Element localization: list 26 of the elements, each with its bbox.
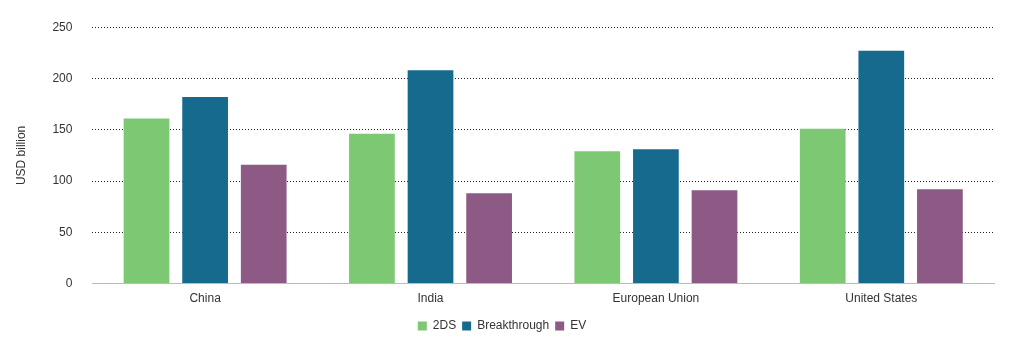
x-tick-label: European Union	[612, 291, 700, 306]
bar	[574, 151, 621, 284]
bar	[466, 193, 512, 284]
y-tick-label: 50	[59, 224, 73, 239]
y-tick-label: 250	[52, 19, 73, 34]
bar	[691, 190, 738, 284]
bar	[858, 50, 905, 284]
y-tick-label: 200	[52, 70, 73, 85]
bar	[799, 128, 846, 284]
bar	[123, 118, 170, 284]
legend-label: Breakthrough	[477, 318, 550, 333]
bar	[349, 133, 395, 284]
bar	[182, 96, 228, 284]
bar	[917, 189, 963, 284]
x-tick-label: China	[189, 291, 222, 306]
legend-label: 2DS	[432, 318, 457, 333]
bar	[407, 70, 454, 284]
bar	[633, 149, 679, 284]
y-tick-label: 0	[65, 275, 73, 290]
bar	[240, 164, 287, 284]
x-tick-label: India	[417, 291, 444, 306]
y-tick-label: 150	[52, 122, 73, 137]
y-axis-title: USD billion	[13, 125, 28, 186]
legend-label: EV	[570, 318, 587, 333]
x-tick-label: United States	[845, 291, 918, 306]
y-tick-label: 100	[52, 173, 73, 188]
